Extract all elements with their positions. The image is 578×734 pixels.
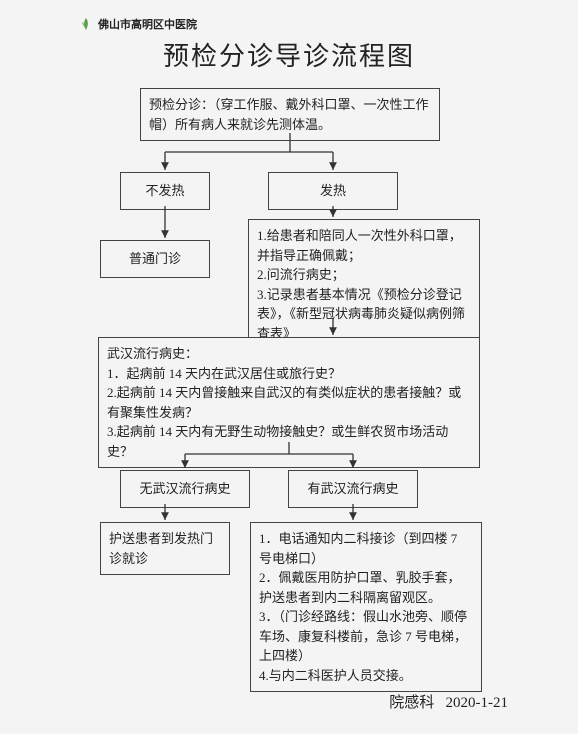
logo-icon: [78, 16, 94, 32]
box-escort-fever: 护送患者到发热门诊就诊: [100, 522, 230, 575]
box-no-fever: 不发热: [120, 172, 210, 210]
box-has-wuhan: 有武汉流行病史: [288, 470, 418, 508]
box-fever-steps: 1.给患者和陪同人一次性外科口罩，并指导正确佩戴； 2.问流行病史； 3.记录患…: [248, 219, 480, 350]
footer-date: 2020-1-21: [446, 695, 509, 711]
footer-dept: 院感科: [389, 695, 434, 711]
box-general-clinic: 普通门诊: [100, 240, 210, 278]
header: 佛山市高明区中医院: [78, 16, 197, 32]
box-fever: 发热: [268, 172, 398, 210]
org-name: 佛山市高明区中医院: [98, 16, 197, 32]
box-start: 预检分诊：（穿工作服、戴外科口罩、一次性工作帽）所有病人来就诊先测体温。: [140, 88, 440, 141]
box-no-wuhan: 无武汉流行病史: [120, 470, 250, 508]
box-wuhan-steps: 1．电话通知内二科接诊（到四楼 7 号电梯口） 2．佩戴医用防护口罩、乳胶手套，…: [250, 522, 482, 692]
page-title: 预检分诊导诊流程图: [0, 36, 578, 73]
box-wuhan-history: 武汉流行病史： 1．起病前 14 天内在武汉居住或旅行史？ 2.起病前 14 天…: [98, 337, 480, 468]
footer: 院感科 2020-1-21: [389, 691, 508, 712]
